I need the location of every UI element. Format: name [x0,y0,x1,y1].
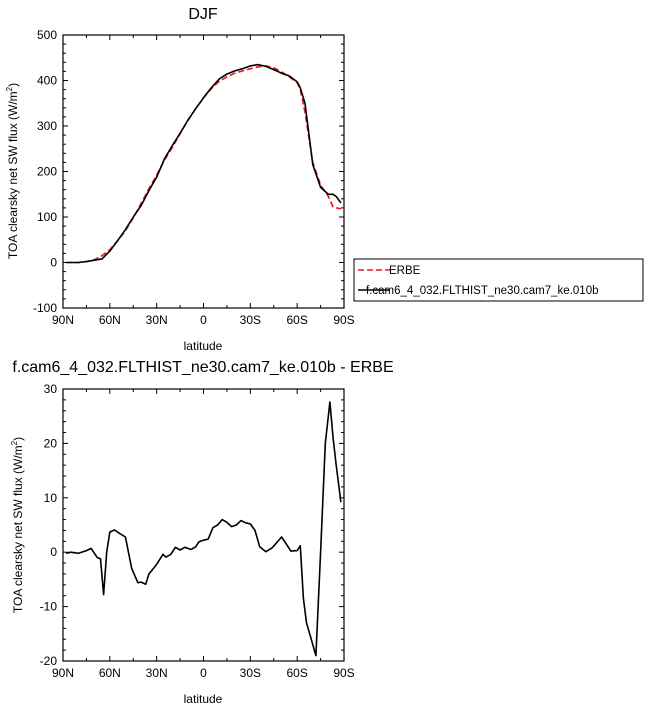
bottom-panel: f.cam6_4_032.FLTHIST_ne30.cam7_ke.010b -… [10,359,394,706]
top-y-tick-label: 400 [37,74,57,88]
bottom-x-tick-label: 90N [52,666,74,680]
top-y-axis-label-sup: 2 [5,86,14,91]
legend: ERBE f.cam6_4_032.FLTHIST_ne30.cam7_ke.0… [353,258,644,302]
bottom-y-tick-label: 20 [44,436,58,450]
top-x-tick-label: 60S [286,313,307,327]
top-y-tick-label: 200 [37,165,57,179]
top-x-tick-label: 90S [333,313,354,327]
legend-model-label: f.cam6_4_032.FLTHIST_ne30.cam7_ke.010b [366,285,598,297]
top-y-tick-label: 500 [37,28,57,42]
bottom-y-axis-label-sup: 2 [10,440,19,445]
bottom-y-tick-label: -10 [40,600,58,614]
bottom-x-tick-label: 30N [146,666,168,680]
bottom-plot-area [65,401,342,657]
top-series-line-erbe [66,65,342,264]
top-x-tick-label: 90N [52,313,74,327]
top-x-tick-label: 0 [200,313,207,327]
bottom-x-axis-label: latitude [184,692,223,706]
bottom-y-tick-label: 30 [44,382,58,396]
bottom-x-tick-label: 90S [333,666,354,680]
bottom-y-tick-label: 10 [44,491,58,505]
bottom-chart-title: f.cam6_4_032.FLTHIST_ne30.cam7_ke.010b -… [12,359,393,376]
top-y-axis-label-main: TOA clearsky net SW flux (W/m [6,91,20,259]
top-ticks: 90N 60N 30N 0 30S 60S 90S -100 0 100 200 300 400 500 [33,28,355,327]
top-x-tick-label: 30S [240,313,261,327]
bottom-y-tick-label: -20 [40,654,58,668]
top-y-axis-label: TOA clearsky net SW flux (W/m2) [5,83,20,259]
top-plot-area [66,63,342,264]
bottom-x-tick-label: 0 [200,666,207,680]
bottom-y-tick-label: 0 [50,545,57,559]
top-y-tick-label: -100 [33,301,57,315]
top-x-tick-label: 60N [99,313,121,327]
top-y-tick-label: 300 [37,119,57,133]
bottom-y-axis-label-tail: ) [11,437,25,441]
top-plot-frame [62,34,345,309]
top-y-axis-label-tail: ) [6,83,20,87]
bottom-plot-frame [62,388,345,662]
bottom-x-tick-label: 60S [286,666,307,680]
legend-box [353,258,644,302]
bottom-x-tick-label: 60N [99,666,121,680]
top-y-tick-label: 100 [37,210,57,224]
top-x-tick-label: 30N [146,313,168,327]
top-chart-title: DJF [188,6,218,23]
bottom-ticks: 90N 60N 30N 0 30S 60S 90S -20 -10 0 10 20 30 [40,382,355,680]
top-series-line-f-cam6-4-032-flthist-ne3 [66,63,342,264]
bottom-x-tick-label: 30S [240,666,261,680]
legend-erbe-label: ERBE [389,265,421,277]
top-panel: DJF 90N 60N 30N 0 30S 60S 90S -100 0 100 200 300 400… [5,6,644,353]
bottom-y-axis-label-main: TOA clearsky net SW flux (W/m [11,445,25,613]
bottom-series-line-diff [65,401,342,657]
top-x-axis-label: latitude [184,339,223,353]
top-y-tick-label: 0 [50,256,57,270]
bottom-y-axis-label: TOA clearsky net SW flux (W/m2) [10,437,25,613]
